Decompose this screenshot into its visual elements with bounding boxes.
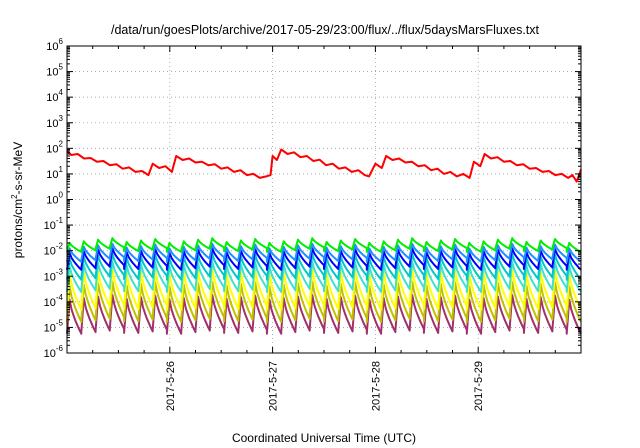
- series-line: [66, 268, 582, 311]
- series-layer: [66, 148, 582, 335]
- x-axis-label: Coordinated Universal Time (UTC): [232, 431, 416, 445]
- axis-ticks: 10-6 10-5 10-4 10-3 10-2 10-1 100 101 102 103 104 1…: [44, 37, 581, 411]
- y-axis-label: protons/cm2-s-sr-MeV: [10, 142, 25, 258]
- y-tick-label: 106: [46, 37, 63, 53]
- y-tick-label: 10-1: [44, 216, 64, 232]
- y-tick-label: 10-6: [44, 344, 64, 360]
- y-tick-label: 103: [46, 114, 63, 130]
- x-tick-label: 2017-5-26: [165, 361, 177, 411]
- y-tick-label: 101: [46, 165, 63, 181]
- y-tick-label: 104: [46, 88, 63, 104]
- series-line: [66, 237, 582, 253]
- series-line: [66, 247, 582, 271]
- series-line: [66, 253, 582, 281]
- series-line: [66, 280, 582, 323]
- series-line: [66, 148, 582, 183]
- chart-title: /data/run/goesPlots/archive/2017-05-29/2…: [111, 23, 540, 37]
- series-line: [66, 260, 582, 293]
- y-tick-label: 100: [46, 191, 63, 207]
- x-tick-label: 2017-5-27: [268, 361, 280, 411]
- y-tick-label: 10-4: [44, 293, 64, 309]
- y-tick-label: 10-2: [44, 242, 64, 258]
- y-tick-label: 10-5: [44, 318, 64, 334]
- y-tick-label: 102: [46, 139, 63, 155]
- y-tick-label: 10-3: [44, 267, 64, 283]
- series-line: [66, 294, 582, 335]
- y-tick-label: 105: [46, 63, 63, 79]
- series-line: [66, 242, 582, 263]
- x-tick-label: 2017-5-29: [473, 361, 485, 411]
- x-tick-label: 2017-5-28: [370, 361, 382, 411]
